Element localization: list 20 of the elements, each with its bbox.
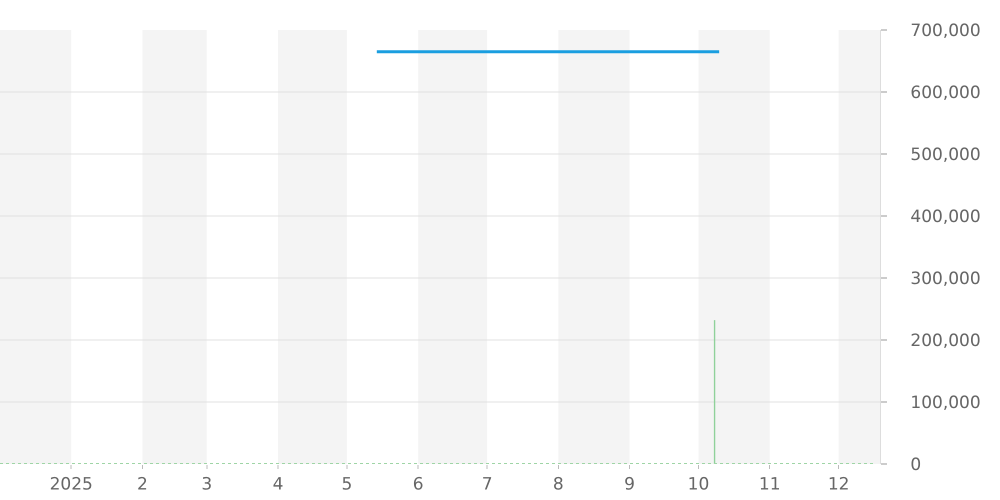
- y-tick-label: 500,000: [910, 144, 981, 165]
- y-tick-label: 100,000: [910, 392, 981, 413]
- x-tick-label: 2: [137, 474, 148, 494]
- y-tick-label: 200,000: [910, 330, 981, 351]
- x-tick-label: 9: [624, 474, 635, 494]
- x-tick-label: 11: [758, 474, 781, 494]
- x-tick-label: 6: [412, 474, 424, 494]
- x-tick-label: 2025: [50, 474, 93, 494]
- y-tick-label: 300,000: [910, 268, 981, 289]
- x-tick-label: 3: [201, 474, 212, 494]
- x-tick-label: 5: [342, 474, 352, 494]
- x-tick-label: 4: [272, 474, 284, 494]
- x-tick-label: 8: [552, 474, 564, 494]
- y-tick-label: 700,000: [910, 20, 981, 41]
- x-tick-label: 10: [688, 474, 710, 494]
- y-tick-label: 400,000: [910, 206, 981, 227]
- x-tick-label: 12: [828, 474, 850, 494]
- y-tick-label: 600,000: [910, 82, 981, 103]
- y-tick-label: 0: [910, 454, 922, 475]
- x-tick-label: 7: [482, 474, 493, 494]
